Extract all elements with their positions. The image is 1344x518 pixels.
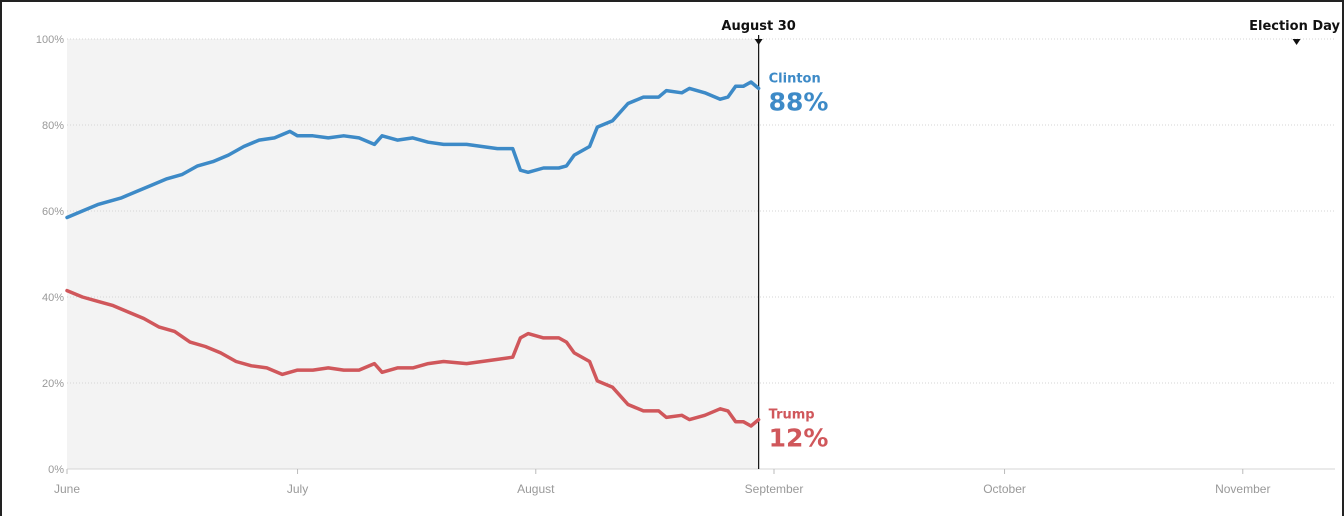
x-tick-label: October (983, 482, 1026, 496)
marker-triangle (1293, 39, 1301, 45)
y-tick-label: 40% (42, 292, 64, 304)
x-tick-label: September (745, 482, 804, 496)
y-tick-label: 0% (48, 464, 64, 476)
elapsed-period-shading (67, 39, 759, 469)
y-tick-label: 80% (42, 120, 64, 132)
x-axis-tick-labels: June July August September October November (54, 469, 1270, 496)
x-tick-label: November (1215, 482, 1270, 496)
marker-label: Election Day (1249, 19, 1340, 34)
series-name-label: Trump (769, 408, 815, 423)
x-tick-label: June (54, 482, 80, 496)
y-tick-label: 20% (42, 378, 64, 390)
series-name-label: Clinton (769, 71, 821, 86)
series-value-label: 12% (769, 424, 829, 453)
x-tick-label: August (517, 482, 555, 496)
y-axis-tick-labels: 0% 20% 40% 60% 80% 100% (36, 34, 64, 476)
y-tick-label: 100% (36, 34, 64, 46)
x-tick-label: July (287, 482, 308, 496)
series-value-label: 88% (769, 87, 829, 116)
marker-label: August 30 (721, 19, 795, 34)
y-tick-label: 60% (42, 206, 64, 218)
